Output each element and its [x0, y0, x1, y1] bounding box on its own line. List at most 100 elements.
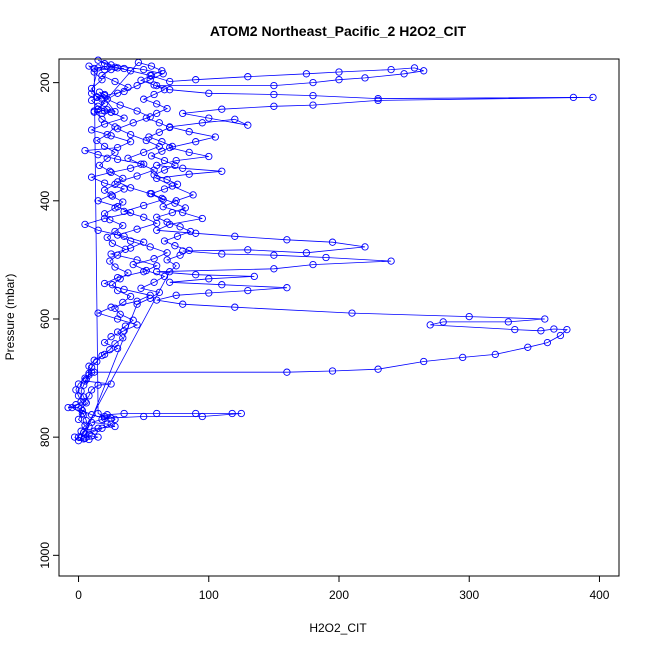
- data-point: [111, 107, 119, 116]
- data-point: [98, 424, 106, 432]
- data-point: [111, 77, 119, 86]
- data-point: [124, 269, 132, 277]
- data-point: [74, 415, 83, 424]
- data-point: [146, 243, 154, 251]
- data-point: [146, 291, 154, 299]
- data-point: [81, 146, 89, 155]
- data-point: [205, 89, 213, 97]
- data-point: [94, 151, 102, 159]
- data-point: [94, 102, 102, 110]
- data-point: [126, 292, 135, 301]
- data-point: [374, 94, 382, 103]
- data-point: [192, 271, 200, 279]
- data-point: [244, 246, 252, 254]
- data-point: [133, 81, 141, 90]
- data-point: [328, 367, 337, 375]
- data-point: [107, 333, 115, 341]
- data-point: [146, 113, 154, 121]
- data-point: [163, 218, 171, 226]
- data-point: [158, 138, 166, 146]
- data-point: [103, 106, 111, 114]
- data-point: [150, 278, 158, 286]
- chart-title: ATOM2 Northeast_Pacific_2 H2O2_CIT: [210, 23, 467, 39]
- data-point: [90, 108, 98, 116]
- data-point: [283, 284, 291, 292]
- data-point: [129, 119, 137, 127]
- data-point: [348, 309, 356, 317]
- data-point: [98, 351, 106, 360]
- data-point: [100, 65, 109, 74]
- data-point: [111, 415, 119, 424]
- data-point: [103, 154, 111, 162]
- data-point: [95, 161, 104, 170]
- data-point: [106, 346, 114, 354]
- data-point: [150, 81, 158, 89]
- data-point: [171, 161, 179, 170]
- data-point: [126, 130, 135, 139]
- data-point: [589, 93, 597, 102]
- data-point: [153, 100, 161, 108]
- data-point: [119, 221, 127, 230]
- data-point: [80, 411, 88, 419]
- data-point: [121, 245, 130, 253]
- data-point: [410, 64, 419, 72]
- data-point: [192, 229, 200, 237]
- data-point: [133, 256, 141, 264]
- data-point: [103, 420, 111, 428]
- data-point: [160, 237, 169, 245]
- data-point: [374, 365, 382, 373]
- data-point: [153, 296, 161, 304]
- data-point: [543, 338, 552, 347]
- data-point: [72, 386, 80, 394]
- data-point: [153, 81, 161, 90]
- data-point: [140, 201, 148, 210]
- data-point: [426, 321, 434, 329]
- data-point: [94, 64, 102, 72]
- data-point: [231, 303, 239, 311]
- series-line: [67, 59, 594, 442]
- data-point: [459, 353, 467, 362]
- data-point: [309, 91, 317, 100]
- data-point: [205, 289, 213, 297]
- data-point: [173, 232, 182, 240]
- data-point: [168, 182, 176, 190]
- data-point: [120, 207, 128, 216]
- y-axis-label: Pressure (mbar): [3, 274, 17, 361]
- data-point: [85, 422, 93, 431]
- data-point: [98, 109, 106, 118]
- data-point: [64, 403, 72, 412]
- data-point: [113, 178, 122, 186]
- data-point: [111, 304, 119, 312]
- data-point: [116, 310, 124, 318]
- data-point: [179, 109, 187, 118]
- data-point: [113, 328, 122, 336]
- data-point: [147, 71, 156, 80]
- data-point: [140, 213, 148, 221]
- data-point: [150, 90, 158, 99]
- data-point: [120, 409, 128, 418]
- data-point: [121, 322, 130, 330]
- data-point: [94, 309, 102, 317]
- data-point: [439, 318, 447, 326]
- data-series: [64, 56, 597, 445]
- data-point: [113, 286, 122, 295]
- data-point: [107, 191, 115, 199]
- data-point: [133, 300, 141, 308]
- data-point: [283, 368, 291, 376]
- data-point: [126, 244, 135, 252]
- data-point: [150, 255, 158, 263]
- data-point: [179, 164, 187, 172]
- data-point: [81, 220, 89, 229]
- data-point: [113, 251, 122, 259]
- data-point: [147, 190, 156, 198]
- data-point: [158, 67, 166, 75]
- data-point: [77, 405, 85, 413]
- data-point: [81, 377, 89, 385]
- data-point: [120, 64, 128, 73]
- data-point: [140, 65, 148, 74]
- data-point: [100, 142, 109, 151]
- data-point: [146, 76, 154, 84]
- data-point: [98, 76, 106, 84]
- data-point: [179, 300, 187, 308]
- data-point: [140, 160, 148, 168]
